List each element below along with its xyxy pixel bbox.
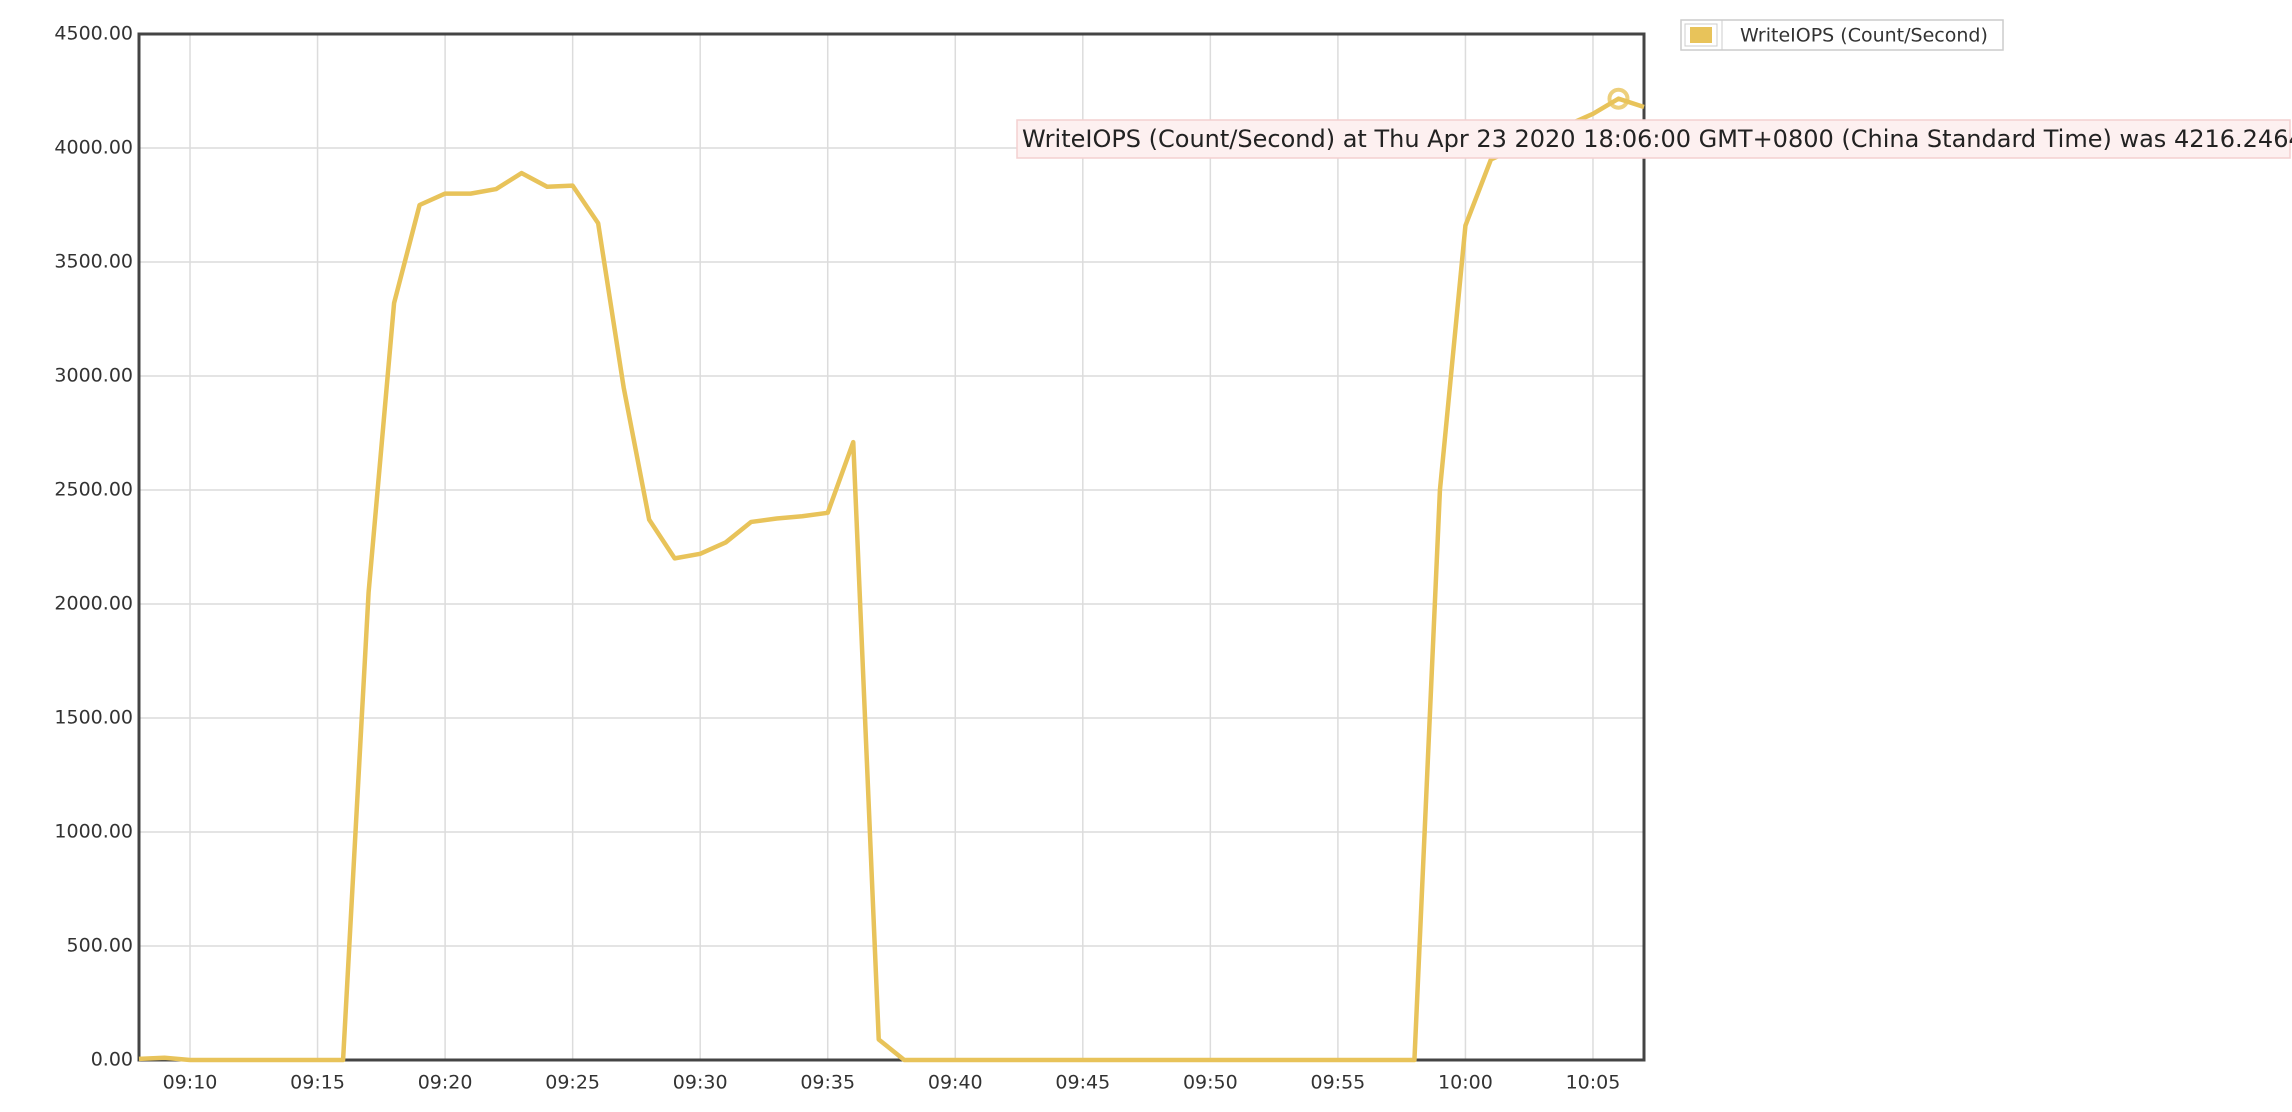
x-tick-label: 09:40	[928, 1072, 983, 1094]
y-tick-label: 1000.00	[54, 821, 133, 843]
legend-swatch	[1690, 27, 1712, 43]
tooltip-box	[1016, 119, 2291, 159]
y-tick-label: 500.00	[67, 935, 133, 957]
y-tick-label: 2000.00	[54, 593, 133, 615]
x-tick-label: 09:55	[1311, 1072, 1366, 1094]
y-tick-label: 0.00	[91, 1049, 133, 1071]
y-tick-label: 3500.00	[54, 251, 133, 273]
legend: WriteIOPS (Count/Second)	[1680, 19, 2004, 51]
x-tick-label: 10:05	[1566, 1072, 1621, 1094]
x-tick-label: 09:50	[1183, 1072, 1238, 1094]
legend-label: WriteIOPS (Count/Second)	[1740, 25, 1988, 47]
y-tick-label: 3000.00	[54, 365, 133, 387]
tooltip-text: WriteIOPS (Count/Second) at Thu Apr 23 2…	[1022, 125, 2292, 153]
x-tick-label: 09:15	[290, 1072, 345, 1094]
x-tick-label: 09:10	[163, 1072, 218, 1094]
x-tick-label: 09:20	[418, 1072, 473, 1094]
data-line	[138, 96, 1645, 1063]
x-tick-label: 09:25	[545, 1072, 600, 1094]
plot-border	[137, 32, 1646, 1062]
x-tick-label: 10:00	[1438, 1072, 1493, 1094]
x-tick-label: 09:35	[800, 1072, 855, 1094]
x-tick-label: 09:30	[673, 1072, 728, 1094]
y-tick-label: 4500.00	[54, 23, 133, 45]
y-tick-label: 4000.00	[54, 137, 133, 159]
hover-marker	[1607, 87, 1630, 110]
y-tick-label: 2500.00	[54, 479, 133, 501]
tooltip: WriteIOPS (Count/Second) at Thu Apr 23 2…	[1016, 119, 2292, 159]
legend-box	[1680, 19, 2004, 51]
x-tick-label: 09:45	[1055, 1072, 1110, 1094]
y-tick-label: 1500.00	[54, 707, 133, 729]
